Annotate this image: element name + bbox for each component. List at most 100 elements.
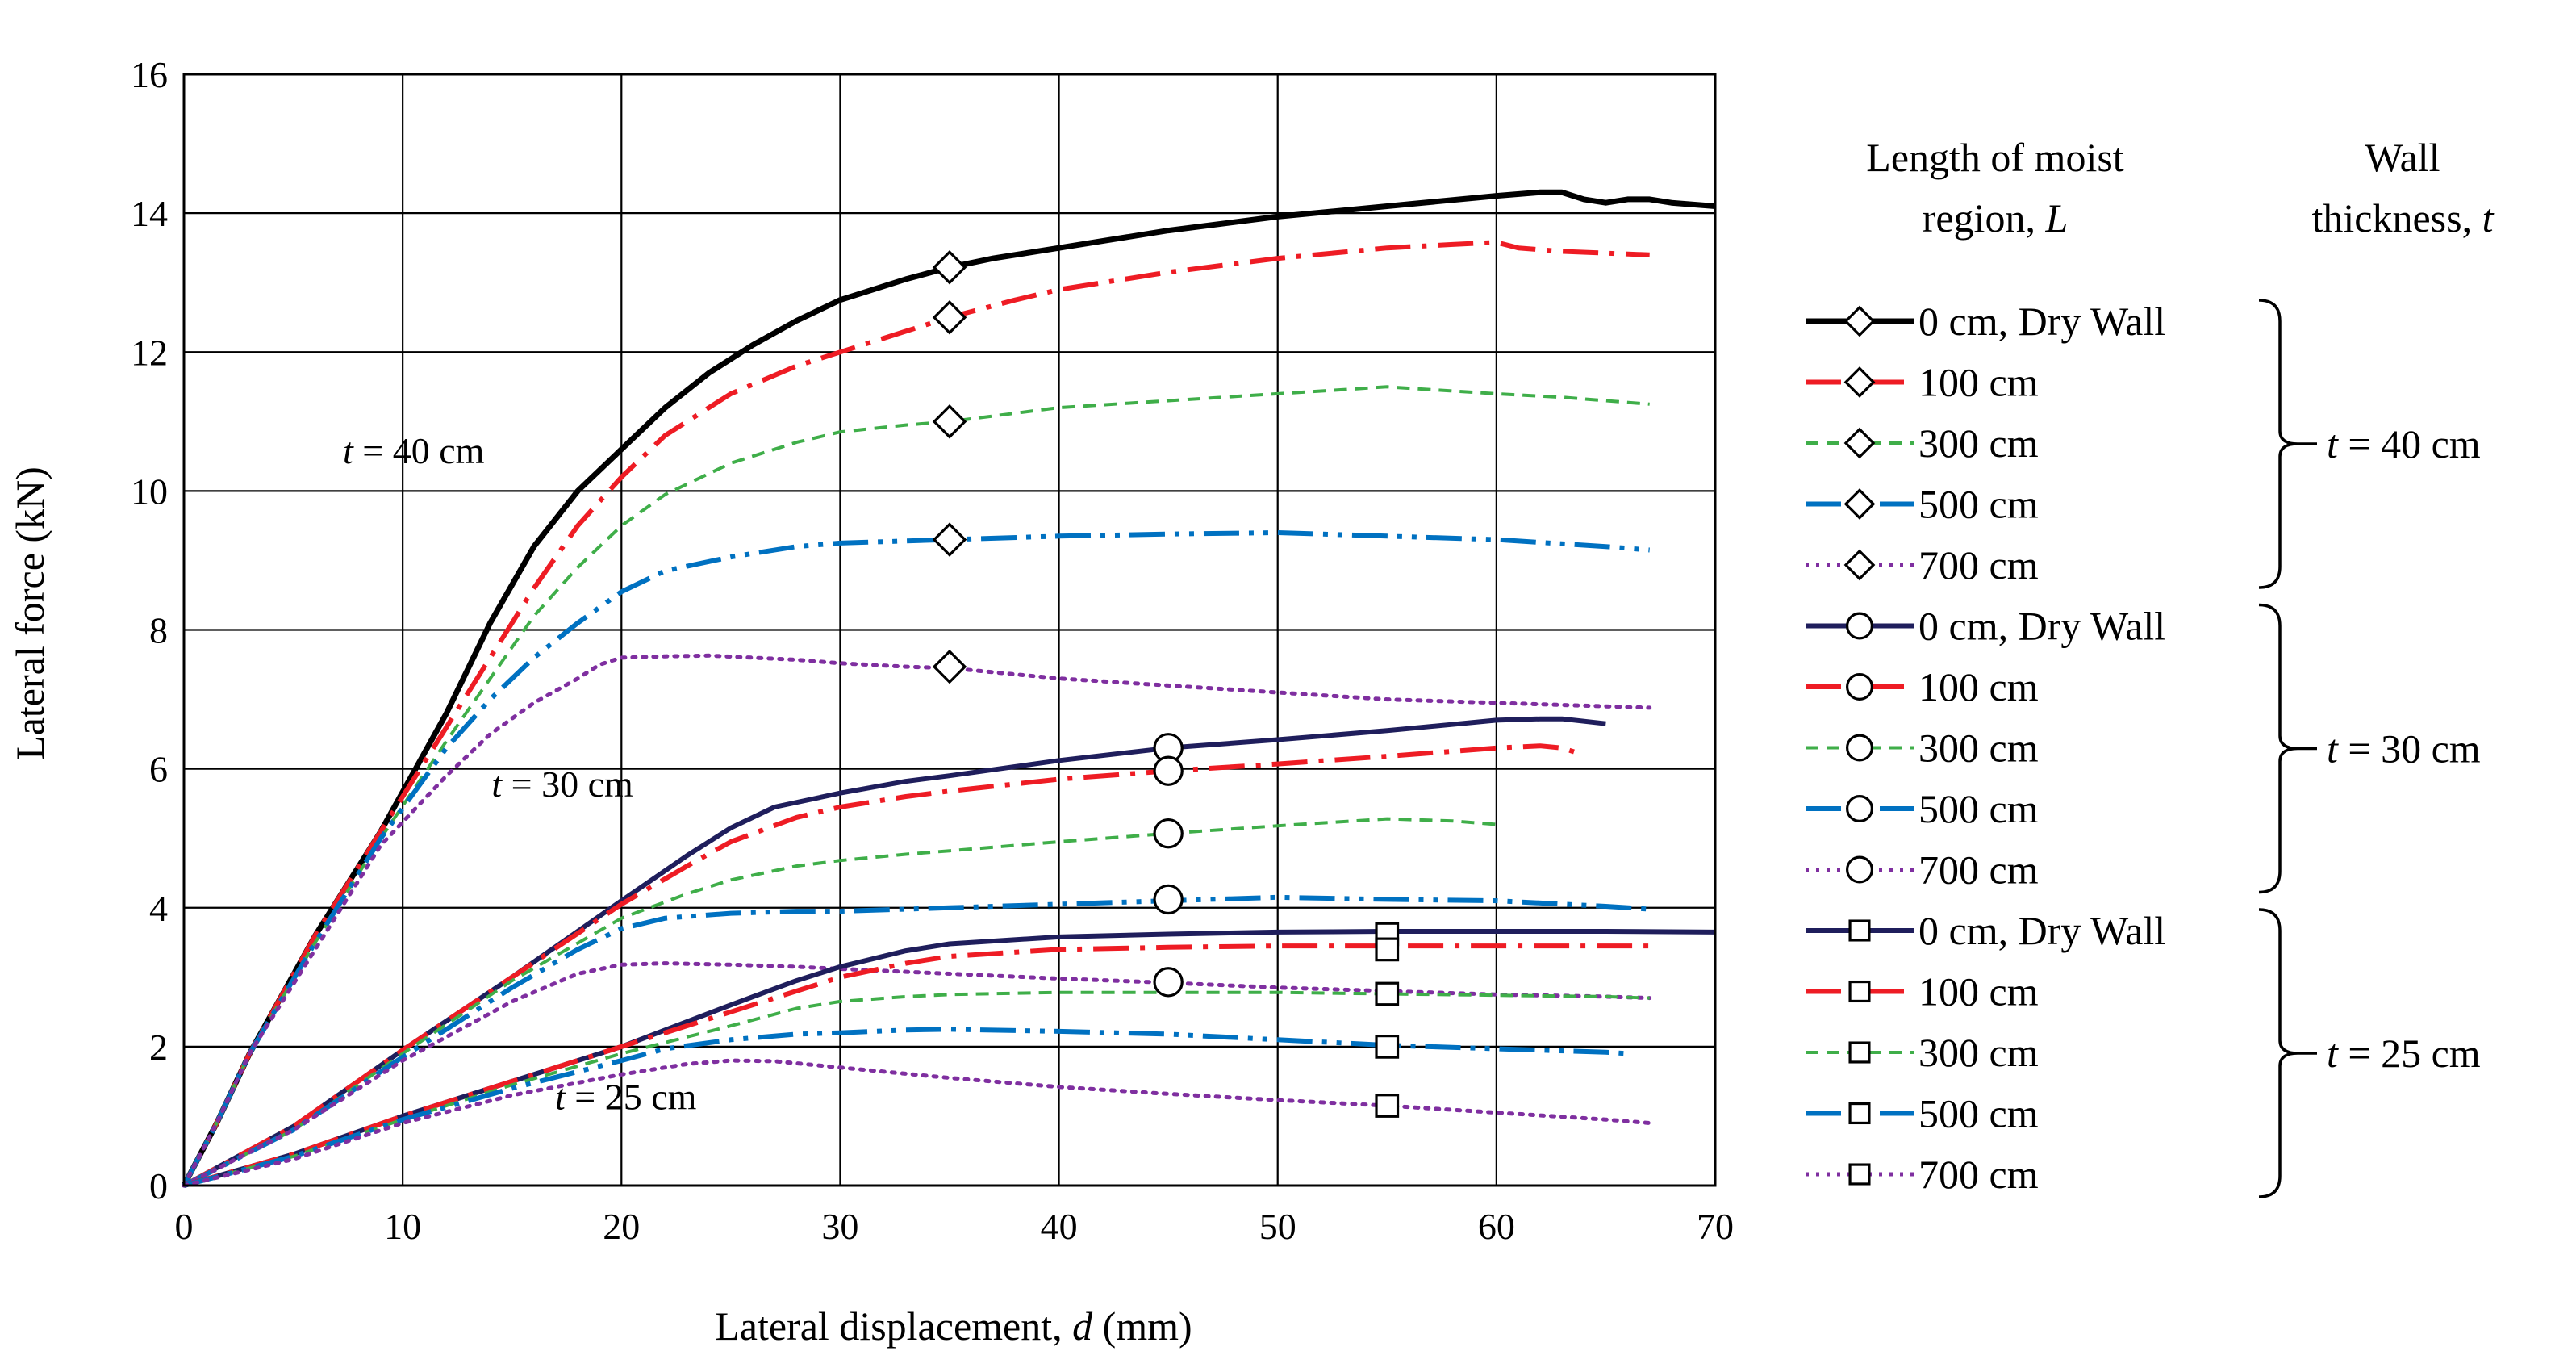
series-marker-t40-3 bbox=[932, 522, 967, 557]
series-marker-t25-3 bbox=[1375, 1035, 1400, 1059]
legend-header-length-line2-text: region, bbox=[1923, 195, 2046, 241]
legend-marker-t40-1 bbox=[1843, 366, 1876, 398]
legend-thickness-var: t bbox=[2327, 1031, 2339, 1076]
y-tick-label-6: 6 bbox=[149, 749, 168, 790]
curve-annotation-var: t bbox=[343, 430, 354, 471]
legend-label-t25-0: 0 cm, Dry Wall bbox=[1918, 908, 2165, 953]
legend-label-t30-3: 500 cm bbox=[1918, 786, 2039, 831]
grid bbox=[184, 74, 1715, 1186]
x-tick-label-0: 0 bbox=[175, 1206, 194, 1247]
legend-marker-t25-4 bbox=[1848, 1163, 1871, 1186]
series-marker-t40-1 bbox=[932, 299, 967, 335]
legend-marker-t25-3 bbox=[1848, 1102, 1871, 1125]
legend-bracket-t40 bbox=[2258, 299, 2298, 589]
legend-label-t40-4: 700 cm bbox=[1918, 542, 2039, 588]
series-t40-4 bbox=[182, 653, 1652, 1188]
legend-bracket-t25 bbox=[2258, 908, 2298, 1198]
series-marker-t40-0 bbox=[932, 249, 967, 285]
legend-label-t30-2: 300 cm bbox=[1918, 726, 2039, 771]
series-t30-2 bbox=[183, 817, 1497, 1187]
legend-label-t40-1: 100 cm bbox=[1918, 360, 2039, 405]
legend-label-t30-0: 0 cm, Dry Wall bbox=[1918, 604, 2165, 649]
x-tick-label-40: 40 bbox=[1041, 1206, 1078, 1247]
curve-annotation-1: t = 30 cm bbox=[491, 763, 633, 805]
y-tick-label-8: 8 bbox=[149, 610, 168, 651]
legend-marker-t30-2 bbox=[1846, 734, 1873, 762]
legend-header-length-line2: region, L bbox=[1923, 195, 2069, 241]
y-axis-title: Lateral force (kN) bbox=[7, 466, 52, 760]
legend-marker-t25-2 bbox=[1848, 1041, 1871, 1064]
curve-annotation-text: = 25 cm bbox=[566, 1076, 697, 1117]
legend-marker-t25-0 bbox=[1848, 919, 1871, 942]
series-t40-1 bbox=[182, 240, 1650, 1187]
series-t30-3 bbox=[182, 894, 1650, 1188]
series-t25-1 bbox=[183, 943, 1650, 1188]
series-t40-0 bbox=[181, 189, 1716, 1187]
legend-thickness-value: = 25 cm bbox=[2338, 1031, 2481, 1076]
legend-thickness-label-t25: t = 25 cm bbox=[2327, 1031, 2481, 1076]
legend-bracket-t30 bbox=[2258, 603, 2298, 894]
series-t25-2 bbox=[183, 990, 1650, 1187]
legend-header-thickness-line2-text: thickness, bbox=[2312, 195, 2482, 241]
legend-label-t25-3: 500 cm bbox=[1918, 1091, 2039, 1136]
curve-annotations: t = 40 cmt = 30 cmt = 25 cm bbox=[343, 430, 697, 1117]
legend-label-t40-3: 500 cm bbox=[1918, 482, 2039, 527]
x-tick-label-70: 70 bbox=[1697, 1206, 1734, 1247]
series-marker-t30-2 bbox=[1153, 818, 1184, 849]
legend-marker-t40-3 bbox=[1843, 488, 1876, 520]
legend-thickness-label-t30: t = 30 cm bbox=[2327, 726, 2481, 772]
series-t30-1 bbox=[182, 743, 1585, 1188]
y-tick-label-2: 2 bbox=[149, 1027, 168, 1068]
series-marker-t30-1 bbox=[1153, 755, 1184, 786]
legend-header-length-line1: Length of moist bbox=[1866, 135, 2124, 180]
curve-annotation-text: = 40 cm bbox=[353, 430, 485, 471]
series-layer bbox=[181, 189, 1716, 1188]
series-marker-t40-2 bbox=[932, 404, 967, 439]
y-tick-label-0: 0 bbox=[149, 1165, 168, 1207]
legend-marker-t30-4 bbox=[1846, 855, 1873, 884]
series-marker-t30-4 bbox=[1153, 967, 1184, 998]
curve-annotation-var: t bbox=[491, 763, 503, 805]
legend-label-t25-4: 700 cm bbox=[1918, 1152, 2039, 1197]
legend-marker-t40-0 bbox=[1843, 305, 1876, 337]
series-marker-t30-3 bbox=[1153, 884, 1184, 915]
x-tick-label-60: 60 bbox=[1478, 1206, 1515, 1247]
legend-label-t30-1: 100 cm bbox=[1918, 664, 2039, 709]
y-tick-label-10: 10 bbox=[131, 471, 168, 512]
legend-header-thickness-line1: Wall bbox=[2365, 135, 2440, 180]
series-marker-t25-2 bbox=[1375, 981, 1400, 1006]
legend-thickness-value: = 40 cm bbox=[2338, 421, 2481, 466]
legend-thickness-var: t bbox=[2327, 421, 2339, 466]
legend-marker-t40-2 bbox=[1843, 427, 1876, 459]
y-tick-label-16: 16 bbox=[131, 54, 168, 95]
x-tick-label-30: 30 bbox=[821, 1206, 858, 1247]
legend-header-length-var: L bbox=[2044, 195, 2068, 241]
legend-label-t40-2: 300 cm bbox=[1918, 420, 2039, 466]
curve-annotation-0: t = 40 cm bbox=[343, 430, 485, 471]
x-axis-title-suffix: (mm) bbox=[1092, 1303, 1192, 1349]
series-marker-t25-4 bbox=[1375, 1094, 1400, 1118]
x-axis-title: Lateral displacement, d (mm) bbox=[715, 1303, 1192, 1349]
series-t30-4 bbox=[182, 961, 1652, 1188]
x-tick-label-20: 20 bbox=[603, 1206, 640, 1247]
x-tick-label-10: 10 bbox=[384, 1206, 421, 1247]
series-t25-3 bbox=[183, 1027, 1628, 1188]
legend-thickness-var: t bbox=[2327, 726, 2339, 772]
x-axis-title-prefix: Lateral displacement, bbox=[715, 1303, 1072, 1349]
legend-header-thickness-line2: thickness, t bbox=[2312, 195, 2495, 241]
legend-items: 0 cm, Dry Wall 100 cm 300 cm 500 cm 700 cm t … bbox=[1806, 299, 2481, 1198]
series-marker-t25-1 bbox=[1375, 937, 1400, 962]
legend-marker-t25-1 bbox=[1848, 980, 1871, 1003]
series-marker-t40-4 bbox=[932, 649, 967, 684]
legend-label-t25-2: 300 cm bbox=[1918, 1030, 2039, 1075]
legend-header-thickness-var: t bbox=[2482, 195, 2495, 241]
y-tick-label-14: 14 bbox=[131, 193, 168, 234]
y-tick-label-4: 4 bbox=[149, 888, 168, 929]
legend-marker-t30-1 bbox=[1846, 673, 1873, 701]
series-t40-3 bbox=[182, 530, 1650, 1187]
legend-label-t40-0: 0 cm, Dry Wall bbox=[1918, 299, 2165, 344]
curve-annotation-var: t bbox=[555, 1076, 566, 1117]
y-tick-label-12: 12 bbox=[131, 332, 168, 373]
legend-label-t30-4: 700 cm bbox=[1918, 847, 2039, 893]
